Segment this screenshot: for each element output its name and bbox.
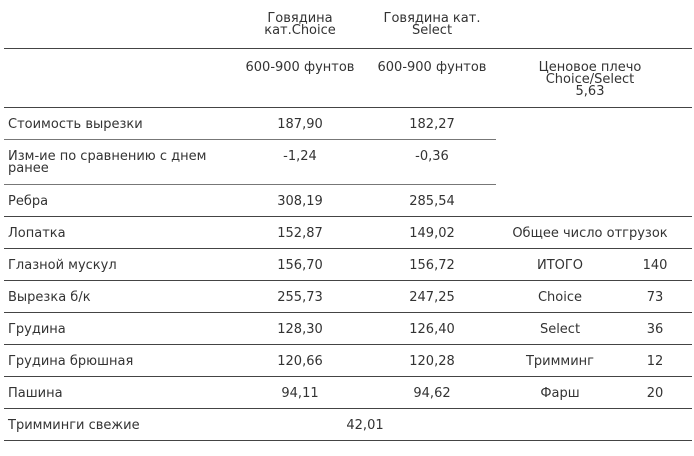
shipment-value: 73 bbox=[646, 290, 664, 305]
col-header-choice-line2: кат.Choice bbox=[264, 23, 336, 38]
row-label: Лопатка bbox=[8, 226, 66, 241]
row-label: Вырезка б/к bbox=[8, 290, 91, 305]
weight-choice: 600-900 фунтов bbox=[245, 60, 355, 75]
divider bbox=[4, 107, 692, 108]
divider bbox=[4, 248, 692, 249]
shipment-name: Фарш bbox=[540, 386, 580, 401]
weight-select: 600-900 фунтов bbox=[377, 60, 487, 75]
row-choice-value: 308,19 bbox=[277, 194, 323, 209]
shipment-value: 140 bbox=[642, 258, 668, 273]
divider bbox=[4, 280, 692, 281]
row-label: Грудина брюшная bbox=[8, 354, 134, 369]
row-select-value: 120,28 bbox=[409, 354, 455, 369]
divider bbox=[4, 376, 692, 377]
row-select-value: 149,02 bbox=[409, 226, 455, 241]
shipment-name: Choice bbox=[537, 290, 583, 305]
row-choice-value: 128,30 bbox=[277, 322, 323, 337]
row-choice-value: 152,87 bbox=[277, 226, 323, 241]
row-choice-value: 255,73 bbox=[277, 290, 323, 305]
shipment-name: Тримминг bbox=[525, 354, 595, 369]
col-header-choice-line1: Говядина bbox=[267, 11, 333, 26]
row-label: Грудина bbox=[8, 322, 66, 337]
row-label: Ребра bbox=[8, 194, 49, 209]
trimmings-value: 42,01 bbox=[346, 418, 384, 433]
shipment-value: 20 bbox=[646, 386, 664, 401]
divider bbox=[4, 139, 496, 140]
shipment-name: Select bbox=[539, 322, 581, 337]
row-choice-value: 120,66 bbox=[277, 354, 323, 369]
shipment-value: 36 bbox=[646, 322, 664, 337]
divider bbox=[4, 344, 692, 345]
divider bbox=[4, 408, 692, 409]
divider bbox=[4, 216, 692, 217]
divider bbox=[4, 184, 496, 185]
row-label: Пашина bbox=[8, 386, 63, 401]
row-choice-value: 156,70 bbox=[277, 258, 323, 273]
row-select-value: 182,27 bbox=[409, 117, 455, 132]
spread-label-line1: Ценовое плечо bbox=[538, 60, 642, 75]
shipments-title: Общее число отгрузок bbox=[512, 226, 668, 241]
row-select-value: -0,36 bbox=[415, 149, 449, 164]
shipment-value: 12 bbox=[646, 354, 664, 369]
divider-bottom bbox=[4, 440, 692, 441]
shipment-name: ИТОГО bbox=[536, 258, 584, 273]
row-label: Стоимость вырезки bbox=[8, 117, 143, 132]
col-header-select-line2: Select bbox=[411, 23, 453, 38]
row-select-value: 94,62 bbox=[413, 386, 451, 401]
row-select-value: 285,54 bbox=[409, 194, 455, 209]
spread-label-line2: Choice/Select bbox=[545, 72, 635, 87]
divider-header bbox=[4, 48, 692, 49]
row-choice-value: 94,11 bbox=[281, 386, 319, 401]
divider bbox=[4, 312, 692, 313]
row-label: Глазной мускул bbox=[8, 258, 117, 273]
spread-value: 5,63 bbox=[575, 84, 605, 99]
row-label-line2: ранее bbox=[8, 161, 49, 176]
row-select-value: 247,25 bbox=[409, 290, 455, 305]
row-label: Изм-ие по сравнению с днем bbox=[8, 149, 207, 164]
col-header-select-line1: Говядина кат. bbox=[383, 11, 481, 26]
row-select-value: 126,40 bbox=[409, 322, 455, 337]
row-choice-value: -1,24 bbox=[283, 149, 317, 164]
row-select-value: 156,72 bbox=[409, 258, 455, 273]
trimmings-label: Тримминги свежие bbox=[8, 418, 140, 433]
row-choice-value: 187,90 bbox=[277, 117, 323, 132]
